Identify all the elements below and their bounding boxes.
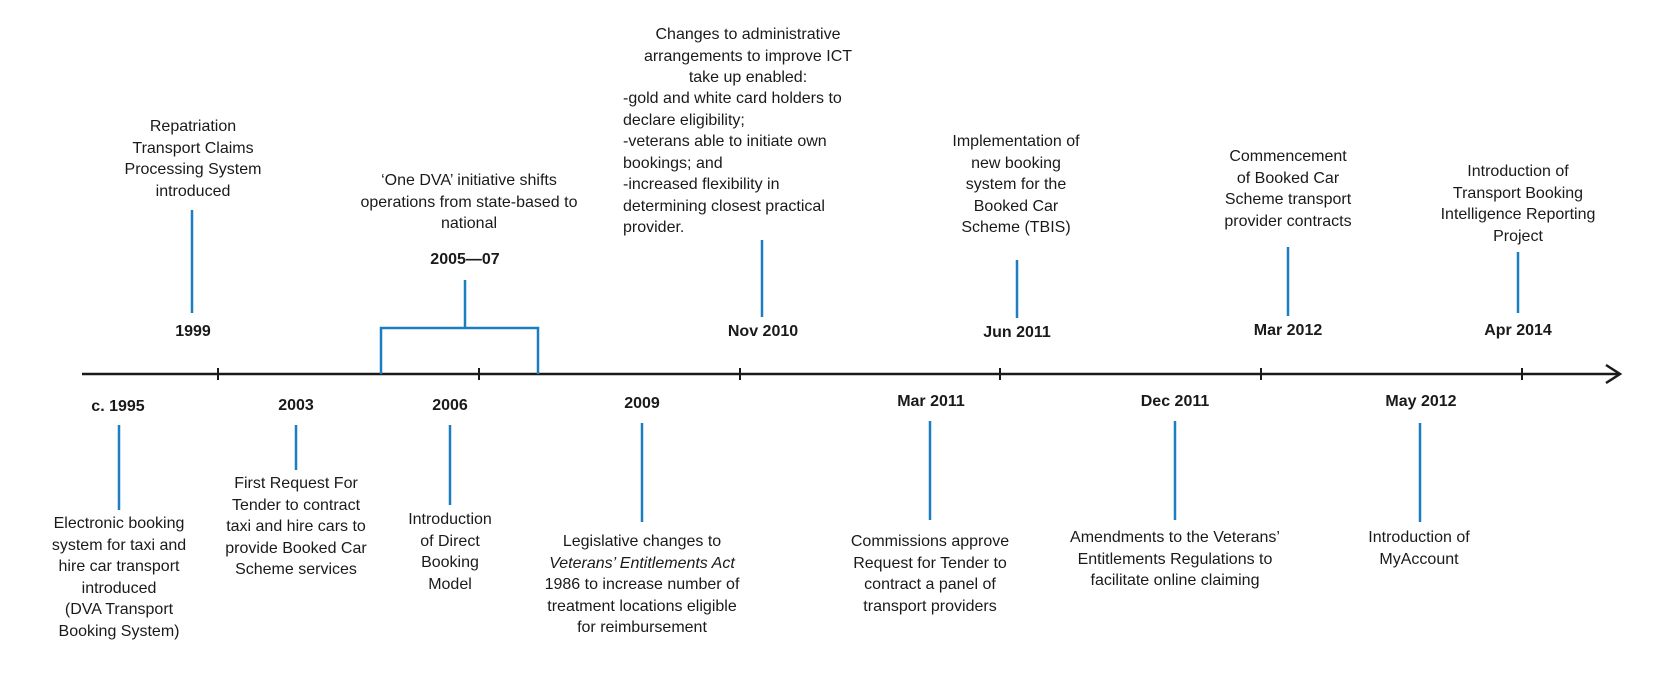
timeline-arrowhead: [1605, 363, 1623, 385]
text-line: contract a panel of: [864, 576, 996, 593]
axis-ticks: [217, 368, 1523, 380]
event-mar-2011-description: Commissions approve Request for Tender t…: [820, 531, 1040, 617]
event-jun-2011-description: Implementation of new booking system for…: [926, 131, 1106, 239]
text-line: of Booked Car: [1236, 169, 1340, 187]
text-line: Amendments to the Veterans’: [1070, 529, 1280, 546]
event-2006-description: Introduction of Direct Booking Model: [385, 509, 515, 595]
text-line: 1986 to increase number of: [544, 576, 740, 593]
text-line: Intelligence Reporting: [1440, 206, 1596, 223]
text-line: First Request For: [234, 475, 358, 492]
text-line: Electronic booking: [53, 515, 185, 532]
text-line: for reimbursement: [577, 619, 707, 636]
event-nov-2010-list: -gold and white card holders to declare …: [623, 88, 873, 239]
date-dec-2011: Dec 2011: [1140, 393, 1210, 410]
text-line: Entitlements Regulations to: [1077, 550, 1273, 568]
event-nov-2010-description: Changes to administrative arrangements t…: [623, 24, 873, 89]
text-line: introduced: [81, 579, 157, 597]
date-mar-2012: Mar 2012: [1253, 322, 1323, 339]
date-jun-2011: Jun 2011: [983, 324, 1051, 341]
text-line: Tender to contract: [231, 496, 361, 514]
event-2005-07-description: ‘One DVA’ initiative shifts operations f…: [319, 170, 619, 235]
text-line: transport providers: [863, 597, 997, 615]
text-line: provider contracts: [1224, 212, 1352, 230]
text-line: Repatriation: [149, 118, 237, 135]
text-line: Scheme transport: [1224, 191, 1352, 208]
text-line: provide Booked Car: [225, 539, 367, 557]
text-line: declare eligibility;: [623, 111, 745, 129]
text-line: facilitate online claiming: [1090, 572, 1260, 589]
text-line: Scheme (TBIS): [961, 219, 1071, 236]
date-2005-07: 2005—07: [430, 251, 500, 268]
text-line: determining closest practical: [623, 197, 825, 215]
text-line: Booking System): [58, 622, 180, 640]
text-line: hire car transport: [58, 558, 180, 575]
text-line: -increased flexibility in: [623, 176, 780, 193]
text-line: treatment locations eligible: [547, 597, 737, 615]
text-line: Booked Car: [973, 197, 1059, 215]
date-nov-2010: Nov 2010: [727, 323, 799, 340]
event-mar-2012-description: Commencement of Booked Car Scheme transp…: [1188, 146, 1388, 232]
text-line: Project: [1493, 227, 1543, 245]
date-1999: 1999: [175, 323, 211, 340]
text-line: Legislative changes to: [562, 533, 722, 550]
text-line: taxi and hire cars to: [226, 518, 366, 535]
text-line: Processing System: [124, 161, 262, 178]
date-2006: 2006: [432, 397, 468, 414]
date-mar-2011: Mar 2011: [897, 393, 965, 410]
text-line: Transport Booking: [1452, 184, 1584, 202]
text-line: (DVA Transport: [64, 601, 174, 618]
text-line: Introduction of: [1467, 163, 1569, 180]
text-line: introduced: [155, 182, 231, 200]
date-may-2012: May 2012: [1385, 393, 1457, 410]
text-line: take up enabled:: [688, 69, 808, 86]
text-line: Commissions approve: [850, 533, 1010, 550]
text-line: ‘One DVA’ initiative shifts: [381, 172, 557, 189]
text-line: Model: [428, 575, 472, 593]
text-line: -gold and white card holders to: [623, 90, 842, 107]
event-1999-description: Repatriation Transport Claims Processing…: [93, 116, 293, 202]
text-line: -veterans able to initiate own: [623, 133, 827, 150]
bracket-2005-07: [379, 326, 540, 374]
text-line: operations from state-based to: [360, 193, 578, 211]
date-2003: 2003: [278, 397, 314, 414]
text-line: Changes to administrative: [655, 26, 841, 43]
date-2009: 2009: [624, 395, 660, 412]
text-line: of Direct: [420, 532, 480, 550]
text-line: Request for Tender to: [853, 554, 1007, 572]
text-line: Implementation of: [952, 133, 1080, 150]
event-2003-description: First Request For Tender to contract tax…: [196, 473, 396, 581]
text-line: bookings; and: [623, 154, 723, 172]
date-apr-2014: Apr 2014: [1484, 322, 1552, 339]
text-line: Transport Claims: [132, 139, 254, 157]
event-dec-2011-description: Amendments to the Veterans’ Entitlements…: [1025, 527, 1325, 592]
text-line: MyAccount: [1379, 550, 1459, 568]
text-line: system for the: [965, 176, 1067, 193]
event-2009-description: Legislative changes to Veterans’ Entitle…: [517, 531, 767, 639]
text-line: Introduction: [408, 511, 492, 528]
event-apr-2014-description: Introduction of Transport Booking Intell…: [1408, 161, 1628, 247]
date-c-1995: c. 1995: [91, 398, 145, 415]
text-line: Veterans’ Entitlements Act: [549, 554, 735, 572]
event-may-2012-description: Introduction of MyAccount: [1329, 527, 1509, 570]
text-line: system for taxi and: [51, 536, 187, 554]
text-line: new booking: [971, 154, 1061, 172]
text-line: provider.: [623, 219, 685, 236]
text-line: Booking: [421, 554, 479, 571]
text-line: Scheme services: [235, 561, 357, 578]
text-line: Commencement: [1229, 148, 1347, 165]
event-c-1995-description: Electronic booking system for taxi and h…: [24, 513, 214, 642]
text-line: national: [440, 215, 498, 232]
text-line: arrangements to improve ICT: [643, 47, 853, 65]
text-line: Introduction of: [1368, 529, 1470, 546]
